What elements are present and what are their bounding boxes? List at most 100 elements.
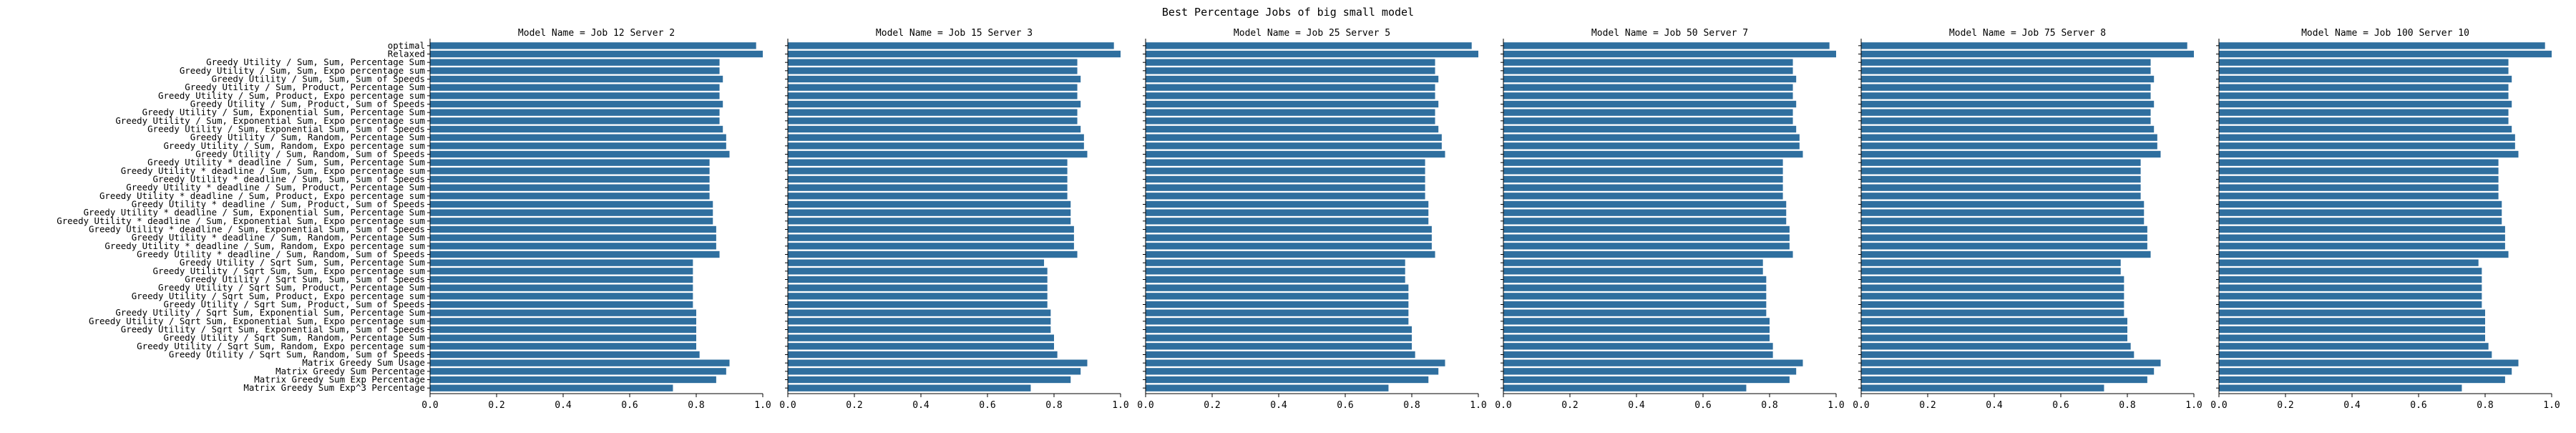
- bar: [2219, 318, 2485, 325]
- x-tick-label: 0.8: [1403, 400, 1420, 411]
- bar: [1503, 218, 1787, 225]
- bar: [788, 175, 1068, 183]
- bar: [1861, 268, 2121, 275]
- bar: [788, 293, 1048, 300]
- y-tick-label: Greedy Utility * deadline / Sum, Random,…: [104, 240, 425, 251]
- bar: [1146, 359, 1445, 366]
- bar: [2219, 293, 2482, 300]
- y-tick-label: Greedy Utility / Sum, Random, Percentage…: [190, 132, 425, 142]
- bar: [1146, 368, 1439, 375]
- bar: [788, 109, 1078, 116]
- bar: [788, 384, 1031, 391]
- bar: [1861, 259, 2121, 266]
- bar: [2219, 159, 2499, 166]
- bar: [1146, 318, 1409, 325]
- x-tick-label: 1.0: [1112, 400, 1128, 411]
- bar: [2219, 218, 2502, 225]
- bar: [788, 200, 1071, 208]
- bar: [2219, 268, 2482, 275]
- panel-title: Model Name = Job 15 Server 3: [876, 28, 1033, 39]
- y-tick-label: Relaxed: [388, 49, 425, 59]
- bar: [788, 167, 1068, 175]
- x-tick-label: 1.0: [2185, 400, 2202, 411]
- bar: [788, 326, 1051, 334]
- bar: [430, 376, 716, 384]
- bar: [1146, 376, 1429, 384]
- bar: [1861, 117, 2151, 125]
- panel-title: Model Name = Job 75 Server 8: [1949, 28, 2106, 39]
- bar: [2219, 125, 2512, 133]
- bar: [430, 301, 693, 308]
- bar: [430, 268, 693, 275]
- y-tick-label: Matrix Greedy Sum Exp^3 Percentage: [243, 382, 425, 393]
- bar: [788, 42, 1114, 49]
- chart-title: Best Percentage Jobs of big small model: [1162, 6, 1414, 19]
- y-tick-label: Greedy Utility * deadline / Sum, Exponen…: [89, 224, 425, 235]
- bar: [430, 150, 730, 158]
- x-tick-label: 0.8: [1045, 400, 1062, 411]
- bar: [1861, 250, 2151, 258]
- bar: [1146, 326, 1412, 334]
- x-tick-label: 0.6: [2410, 400, 2426, 411]
- bar: [788, 67, 1078, 74]
- x-tick-label: 0.4: [1986, 400, 2003, 411]
- bar: [1861, 368, 2155, 375]
- bar: [430, 351, 700, 359]
- facet-panel: Model Name = Job 15 Server 3 0.0 0.2 0.4 0.6…: [779, 28, 1128, 411]
- x-tick-label: 0.6: [1337, 400, 1353, 411]
- bar: [430, 368, 726, 375]
- y-tick-label: Greedy Utility / Sum, Random, Expo perce…: [163, 140, 425, 151]
- bar: [2219, 250, 2509, 258]
- bar: [430, 250, 720, 258]
- x-tick-label: 0.0: [1495, 400, 1511, 411]
- bar: [2219, 343, 2489, 350]
- bar: [430, 100, 723, 108]
- bar: [1861, 175, 2141, 183]
- bar: [430, 318, 696, 325]
- y-tick-label: Greedy Utility / Sum, Exponential Sum, P…: [142, 107, 425, 117]
- bar: [2219, 368, 2512, 375]
- y-tick-label: Greedy Utility / Sqrt Sum, Product, Perc…: [158, 282, 425, 293]
- bar: [2219, 225, 2505, 233]
- y-tick-label: Greedy Utility / Sum, Product, Sum of Sp…: [190, 99, 425, 110]
- x-tick-label: 0.6: [1694, 400, 1711, 411]
- bar: [788, 150, 1088, 158]
- bar: [1146, 184, 1425, 191]
- y-tick-label: Greedy Utility / Sum, Product, Expo perc…: [158, 90, 425, 101]
- bar: [1146, 125, 1439, 133]
- bar: [430, 309, 696, 316]
- bar: [1503, 376, 1790, 384]
- bar: [1146, 67, 1435, 74]
- bar: [2219, 84, 2509, 91]
- facet-panel: Model Name = Job 100 Server 10 0.0 0.2 0.4 0…: [2210, 28, 2560, 411]
- bar: [2219, 276, 2482, 283]
- bar: [430, 167, 710, 175]
- x-tick-label: 0.2: [1919, 400, 1936, 411]
- x-tick-label: 0.6: [621, 400, 638, 411]
- bar: [788, 376, 1071, 384]
- bar: [2219, 92, 2509, 99]
- bar: [788, 184, 1068, 191]
- y-tick-label: Greedy Utility * deadline / Sum, Sum, Su…: [153, 174, 425, 185]
- bar: [2219, 117, 2509, 125]
- bar: [2219, 309, 2485, 316]
- bar: [2219, 209, 2502, 216]
- bar: [430, 334, 696, 341]
- bar: [430, 59, 720, 66]
- panel-title: Model Name = Job 12 Server 2: [518, 28, 675, 39]
- bar: [788, 234, 1074, 241]
- y-tick-label: Greedy Utility / Sqrt Sum, Random, Sum o…: [169, 349, 425, 360]
- bar: [1861, 84, 2151, 91]
- bar: [1861, 159, 2141, 166]
- bar: [788, 243, 1074, 250]
- x-tick-label: 0.8: [1761, 400, 1777, 411]
- bar: [1861, 243, 2147, 250]
- bar: [2219, 234, 2505, 241]
- bar: [1861, 59, 2151, 66]
- y-tick-label: Greedy Utility / Sqrt Sum, Sum, Expo per…: [153, 266, 425, 276]
- bar: [1503, 100, 1797, 108]
- bar: [788, 134, 1084, 141]
- panel-title: Model Name = Job 100 Server 10: [2301, 28, 2469, 39]
- bar: [430, 134, 726, 141]
- bar: [1503, 150, 1803, 158]
